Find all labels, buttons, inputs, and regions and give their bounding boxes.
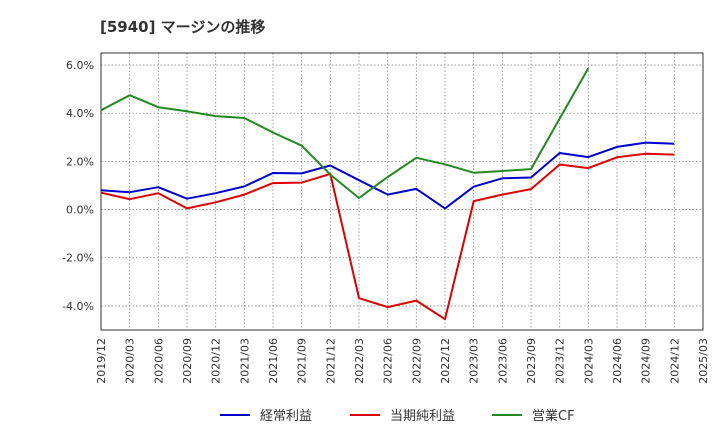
y-tick-label: 0.0% [66, 204, 94, 217]
y-tick-label: 6.0% [66, 59, 94, 72]
x-tick-label: 2023/06 [496, 338, 509, 384]
x-tick-label: 2023/12 [554, 338, 567, 384]
legend: 経常利益 当期純利益 営業CF [220, 408, 575, 424]
y-tick-label: 2.0% [66, 155, 94, 168]
y-tick-label: -2.0% [62, 252, 94, 265]
x-tick-label: 2024/06 [611, 338, 624, 384]
grid [101, 53, 703, 330]
x-axis-ticks: 2019/12 2020/03 2020/06 2020/09 2020/12 2021/… [95, 338, 710, 384]
plot-area [100, 52, 704, 331]
x-tick-label: 2024/03 [582, 338, 595, 384]
x-tick-label: 2025/03 [697, 338, 710, 384]
x-tick-label: 2020/03 [124, 338, 137, 384]
x-tick-label: 2022/06 [382, 338, 395, 384]
x-tick-label: 2021/03 [238, 338, 251, 384]
x-tick-label: 2021/09 [296, 338, 309, 384]
chart-title: [5940] マージンの推移 [100, 18, 265, 36]
y-tick-label: 4.0% [66, 107, 94, 120]
x-tick-label: 2021/06 [267, 338, 280, 384]
legend-label: 当期純利益 [390, 409, 455, 424]
y-tick-label: -4.0% [62, 300, 94, 313]
legend-label: 経常利益 [260, 409, 312, 424]
series-line [100, 141, 675, 210]
x-tick-label: 2020/06 [152, 338, 165, 384]
x-tick-label: 2023/09 [525, 338, 538, 384]
x-tick-label: 2021/12 [324, 338, 337, 384]
x-tick-label: 2022/12 [439, 338, 452, 384]
x-tick-label: 2019/12 [95, 338, 108, 384]
series-lines [100, 67, 675, 321]
y-axis-ticks: 6.0% 4.0% 2.0% 0.0% -2.0% -4.0% [62, 59, 94, 313]
legend-label: 営業CF [532, 408, 575, 424]
x-tick-label: 2022/09 [410, 338, 423, 384]
x-tick-label: 2023/03 [468, 338, 481, 384]
x-tick-label: 2020/12 [210, 338, 223, 384]
series-line [100, 152, 675, 321]
x-tick-label: 2022/03 [353, 338, 366, 384]
x-tick-label: 2020/09 [181, 338, 194, 384]
series-line [100, 67, 590, 199]
x-tick-label: 2024/12 [668, 338, 681, 384]
x-tick-label: 2024/09 [640, 338, 653, 384]
